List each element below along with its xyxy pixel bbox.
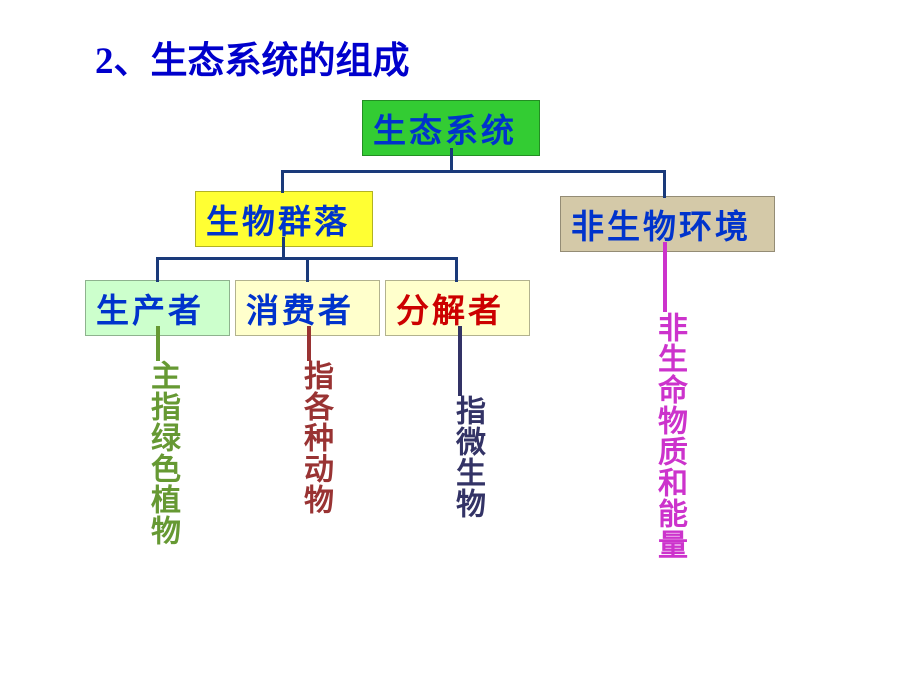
label-abiotic-desc: 非生命物质和能量 <box>647 312 691 560</box>
label-producer-desc: 主指绿色植物 <box>140 360 184 546</box>
label-decomposer-desc: 指微生物 <box>445 395 489 519</box>
node-abiotic: 非生物环境 <box>560 196 775 252</box>
label-consumer-desc: 指各种动物 <box>293 360 337 515</box>
connector-l2_to_p <box>156 257 159 282</box>
connector-l2_to_c <box>306 257 309 282</box>
connector-d_desc <box>458 326 462 396</box>
connector-c_desc <box>307 326 311 361</box>
connector-root_to_right <box>663 170 666 198</box>
connector-root_to_left <box>281 170 284 193</box>
connector-a_desc <box>663 242 667 312</box>
diagram-title: 2、生态系统的组成 <box>95 30 410 84</box>
connector-l2_to_d <box>455 257 458 282</box>
connector-p_desc <box>156 326 160 361</box>
connector-root_h <box>281 170 666 173</box>
